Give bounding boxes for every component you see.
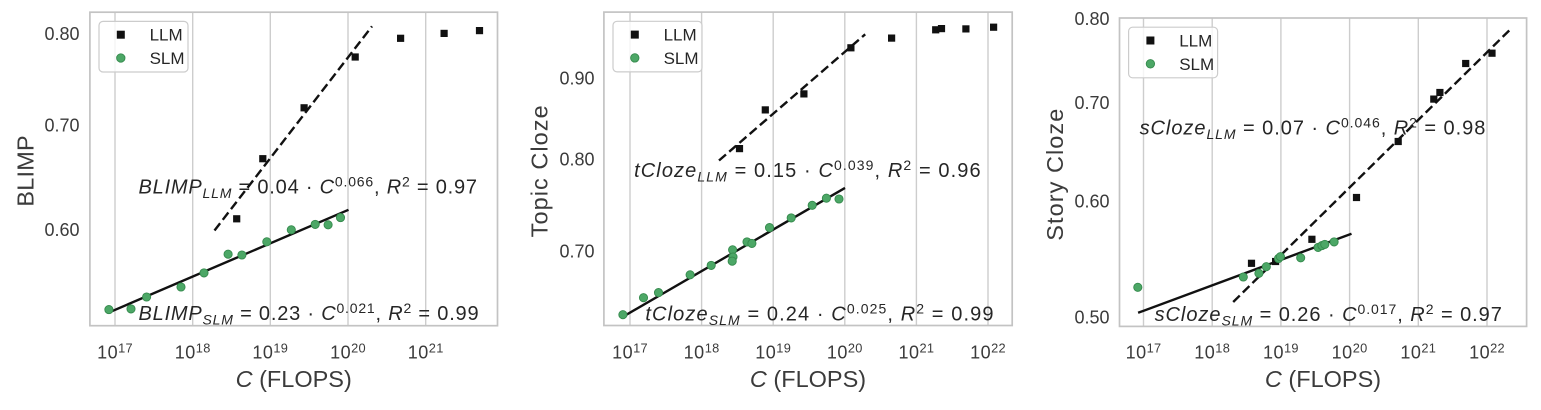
svg-text:0.70: 0.70 xyxy=(559,241,594,261)
svg-text:0.90: 0.90 xyxy=(559,69,594,89)
svg-text:tClozeLLM = 0.15 · C0.039, R2: tClozeLLM = 0.15 · C0.039, R2 = 0.96 xyxy=(634,157,982,185)
svg-text:SLM: SLM xyxy=(1179,55,1214,74)
svg-text:0.80: 0.80 xyxy=(559,150,594,170)
svg-text:0.60: 0.60 xyxy=(1074,191,1109,211)
svg-text:0.50: 0.50 xyxy=(1074,307,1109,327)
svg-text:C (FLOPS): C (FLOPS) xyxy=(750,366,866,392)
svg-text:SLM: SLM xyxy=(664,49,699,68)
svg-text:0.60: 0.60 xyxy=(44,220,79,240)
svg-text:sClozeLLM = 0.07 · C0.046, R2: sClozeLLM = 0.07 · C0.046, R2 = 0.98 xyxy=(1140,115,1487,143)
svg-text:0.80: 0.80 xyxy=(1074,9,1109,29)
svg-text:tClozeSLM = 0.24 · C0.025, R2: tClozeSLM = 0.24 · C0.025, R2 = 0.99 xyxy=(645,301,994,329)
svg-text:SLM: SLM xyxy=(150,49,185,68)
svg-text:C (FLOPS): C (FLOPS) xyxy=(1265,366,1381,392)
svg-text:BLIMP: BLIMP xyxy=(13,135,39,207)
svg-text:0.70: 0.70 xyxy=(44,116,79,136)
svg-text:C (FLOPS): C (FLOPS) xyxy=(236,366,352,392)
svg-text:0.80: 0.80 xyxy=(44,24,79,44)
svg-text:0.70: 0.70 xyxy=(1074,93,1109,113)
svg-text:LLM: LLM xyxy=(664,26,697,45)
svg-text:LLM: LLM xyxy=(1179,32,1212,51)
svg-text:sClozeSLM = 0.26 · C0.017, R2: sClozeSLM = 0.26 · C0.017, R2 = 0.97 xyxy=(1155,301,1503,329)
svg-text:Story Cloze: Story Cloze xyxy=(1042,108,1068,241)
svg-text:BLIMPLLM = 0.04 · C0.066, R2 =: BLIMPLLM = 0.04 · C0.066, R2 = 0.97 xyxy=(139,174,478,202)
svg-text:LLM: LLM xyxy=(150,26,183,45)
svg-text:BLIMPSLM = 0.23 · C0.021, R2 =: BLIMPSLM = 0.23 · C0.021, R2 = 0.99 xyxy=(139,300,480,328)
svg-text:Topic Cloze: Topic Cloze xyxy=(527,104,553,237)
